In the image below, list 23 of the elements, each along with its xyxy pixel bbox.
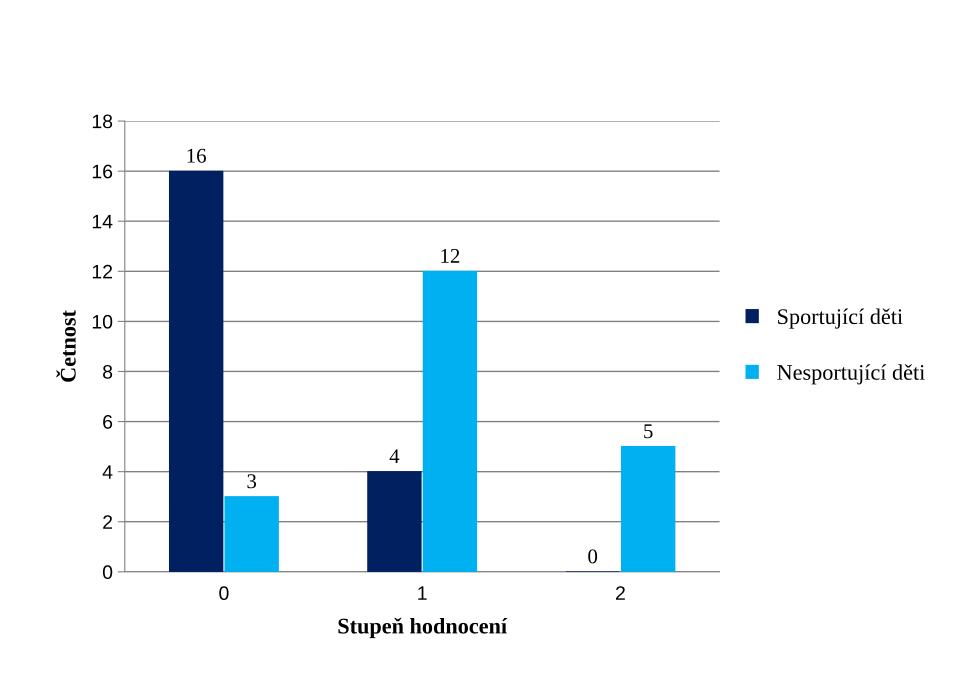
x-axis-title: Stupeň hodnocení [338, 618, 508, 638]
x-tick-label: 0 [219, 586, 229, 600]
data-label: 12 [441, 248, 460, 263]
data-label: 0 [588, 549, 598, 564]
y-tick-label: 8 [103, 364, 112, 379]
y-tick-label: 18 [92, 114, 112, 128]
y-tick-label: 14 [92, 214, 112, 228]
x-tick-label: 2 [616, 586, 625, 600]
data-label: 16 [188, 148, 206, 163]
legend-label: Nesportující děti [777, 364, 925, 384]
x-tick-label: 1 [418, 586, 427, 600]
y-tick-label: 4 [102, 465, 112, 479]
y-tick-label: 10 [92, 314, 112, 329]
data-label: 3 [247, 474, 256, 488]
y-tick-label: 16 [92, 164, 112, 178]
y-tick-label: 2 [103, 515, 112, 529]
legend-label: Sportující děti [778, 308, 903, 329]
y-tick-label: 12 [92, 264, 112, 278]
data-label: 4 [390, 449, 400, 464]
data-label: 5 [644, 424, 653, 438]
y-tick-label: 0 [102, 565, 112, 580]
y-axis-title: Četnost [56, 310, 76, 382]
y-tick-label: 6 [103, 415, 112, 429]
